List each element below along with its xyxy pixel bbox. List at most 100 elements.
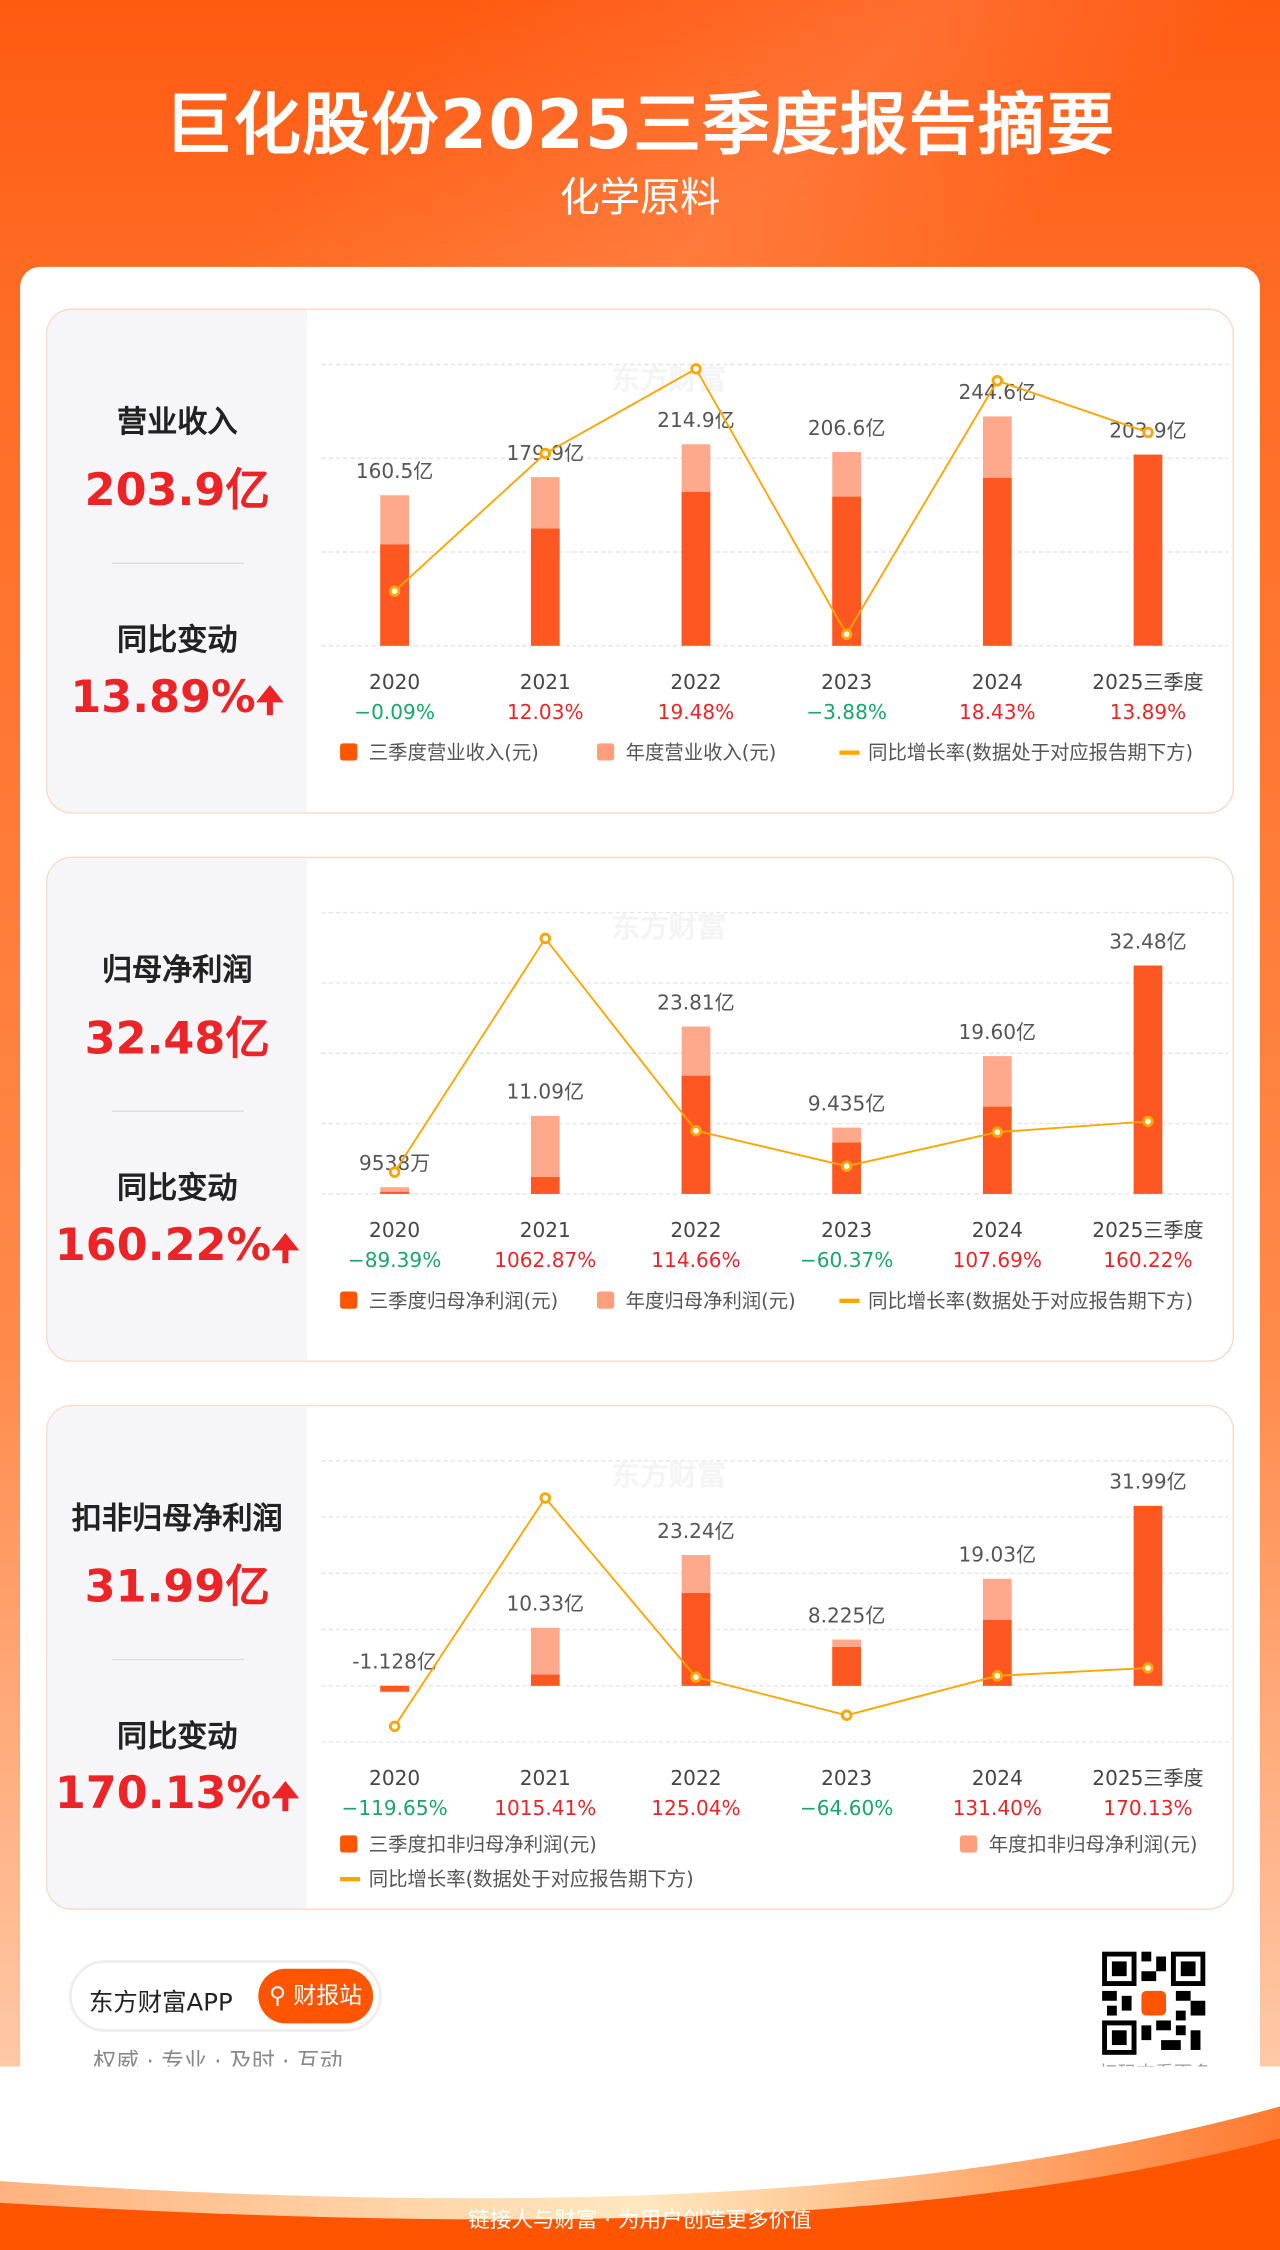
growth-label: 125.04% bbox=[651, 1796, 740, 1820]
divider bbox=[111, 562, 244, 564]
q3-bar bbox=[1133, 454, 1163, 646]
arrow-up-icon: 🠉 bbox=[255, 680, 285, 721]
growth-label: −119.65% bbox=[342, 1796, 448, 1820]
metric-label: 扣非归母净利润 bbox=[71, 1500, 283, 1536]
revenue-chart: 东方财富160.5亿2020−0.09%179.9亿202112.03%214.… bbox=[321, 362, 1229, 764]
q3-bar bbox=[681, 1593, 711, 1686]
growth-point bbox=[539, 1492, 552, 1504]
year-label: 2022 bbox=[670, 670, 721, 694]
change-value: 160.22%🠉 bbox=[47, 1220, 307, 1283]
growth-point bbox=[991, 374, 1004, 387]
summary-panel: 归母净利润 32.48亿 同比变动 160.22%🠉 bbox=[47, 858, 308, 1361]
growth-point bbox=[991, 1670, 1004, 1682]
growth-label: 1015.41% bbox=[494, 1796, 596, 1820]
value-label: 19.03亿 bbox=[959, 1543, 1037, 1567]
report-station-button[interactable]: ⚲ 财报站 bbox=[258, 1968, 374, 2024]
year-label: 2023 bbox=[821, 670, 872, 694]
growth-point bbox=[690, 1124, 702, 1137]
year-label: 2020 bbox=[369, 670, 420, 694]
legend-label: 三季度归母净利润(元) bbox=[369, 1289, 558, 1312]
net-profit-card: 归母净利润 32.48亿 同比变动 160.22%🠉 东方财富 9538万 2020… bbox=[45, 856, 1235, 1362]
growth-point bbox=[991, 1126, 1004, 1138]
metric-label: 营业收入 bbox=[116, 404, 238, 440]
legend-swatch-icon bbox=[340, 1835, 358, 1853]
value-label: 23.81亿 bbox=[657, 990, 735, 1014]
legend-label: 同比增长率(数据处于对应报告期下方) bbox=[369, 1868, 694, 1891]
page-title: 巨化股份2025三季度报告摘要 bbox=[164, 86, 1116, 166]
q3-bar bbox=[530, 1674, 560, 1686]
q3-bar bbox=[982, 477, 1012, 646]
growth-label: −3.88% bbox=[806, 700, 887, 724]
change-label: 同比变动 bbox=[116, 1719, 238, 1754]
growth-label: 13.89% bbox=[1110, 700, 1187, 724]
revenue-card: 营业收入 203.9亿 同比变动 13.89%🠉 东方财富 160.5亿 2020−… bbox=[45, 308, 1235, 814]
app-search-pill[interactable]: 东方财富APP ⚲ 财报站 bbox=[68, 1960, 382, 2032]
legend-label: 同比增长率(数据处于对应报告期下方) bbox=[868, 1289, 1193, 1312]
arrow-up-icon: 🠉 bbox=[271, 1776, 300, 1817]
footer-wave bbox=[0, 2066, 1280, 2250]
growth-point bbox=[1142, 1115, 1154, 1128]
growth-label: 170.13% bbox=[1103, 1796, 1192, 1820]
legend-swatch-icon bbox=[960, 1835, 978, 1853]
growth-label: −0.09% bbox=[354, 700, 435, 724]
deducted-profit-chart: 东方财富 -1.128亿 2020 −119.65% 10.33亿 2021 1015.41… bbox=[321, 1458, 1229, 1891]
arrow-up-icon: 🠉 bbox=[271, 1228, 300, 1269]
q3-bar bbox=[832, 1647, 861, 1686]
growth-point bbox=[690, 1671, 702, 1683]
legend-label: 年度扣非归母净利润(元) bbox=[989, 1833, 1198, 1856]
change-text: 160.22% bbox=[54, 1219, 272, 1272]
year-label: 2023 bbox=[821, 1218, 872, 1242]
q3-bar bbox=[681, 491, 711, 646]
value-label: 206.6亿 bbox=[808, 416, 886, 440]
year-label: 2024 bbox=[972, 670, 1023, 694]
year-label: 2021 bbox=[520, 670, 571, 694]
value-label: 244.6亿 bbox=[959, 380, 1037, 404]
q3-bar bbox=[530, 528, 560, 646]
year-label: 2021 bbox=[520, 1766, 571, 1790]
growth-label: 19.48% bbox=[658, 700, 735, 724]
q3-bar bbox=[982, 1106, 1012, 1194]
growth-point bbox=[690, 363, 702, 375]
deducted-profit-card: 扣非归母净利润 31.99亿 同比变动 170.13%🠉 东方财富 -1.128亿… bbox=[45, 1404, 1235, 1910]
summary-panel: 营业收入 203.9亿 同比变动 13.89%🠉 bbox=[47, 309, 308, 813]
q3-bar bbox=[1133, 1505, 1163, 1686]
growth-point bbox=[840, 628, 853, 641]
metric-label: 归母净利润 bbox=[101, 952, 253, 988]
value-label: 31.99亿 bbox=[1109, 1470, 1187, 1494]
app-name: 东方财富APP bbox=[88, 1988, 233, 2018]
growth-label: 114.66% bbox=[651, 1248, 740, 1272]
q3-bar bbox=[1133, 965, 1163, 1194]
change-text: 13.89% bbox=[70, 671, 256, 724]
growth-line bbox=[393, 936, 1149, 1173]
header-decoration bbox=[0, 0, 1280, 287]
growth-point bbox=[539, 447, 552, 460]
year-label: 2025三季度 bbox=[1092, 1218, 1203, 1242]
change-text: 170.13% bbox=[54, 1767, 272, 1820]
growth-point bbox=[388, 1166, 401, 1178]
change-value: 170.13%🠉 bbox=[47, 1768, 307, 1831]
qr-code-icon[interactable] bbox=[1102, 1951, 1206, 2055]
watermark-logo: 东方财富 bbox=[611, 1458, 726, 1492]
value-label: 32.48亿 bbox=[1109, 929, 1187, 953]
industry-subtitle: 化学原料 bbox=[559, 173, 721, 221]
year-label: 2022 bbox=[670, 1766, 721, 1790]
growth-point bbox=[388, 585, 401, 597]
value-label: 23.24亿 bbox=[657, 1519, 735, 1543]
annual-bar bbox=[380, 1187, 409, 1194]
year-label: 2024 bbox=[972, 1218, 1023, 1242]
growth-label: 1062.87% bbox=[494, 1248, 596, 1272]
year-label: 2023 bbox=[821, 1766, 872, 1790]
year-label: 2025三季度 bbox=[1092, 670, 1203, 694]
legend-label: 年度营业收入(元) bbox=[626, 741, 777, 764]
value-label: -1.128亿 bbox=[352, 1650, 437, 1674]
year-label: 2024 bbox=[972, 1766, 1023, 1790]
growth-label: 18.43% bbox=[959, 700, 1036, 724]
watermark-logo: 东方财富 bbox=[611, 910, 726, 944]
growth-point bbox=[388, 1720, 401, 1733]
growth-line bbox=[393, 1496, 1149, 1727]
legend-label: 三季度营业收入(元) bbox=[369, 741, 539, 764]
growth-label: −89.39% bbox=[348, 1248, 441, 1272]
change-value: 13.89%🠉 bbox=[47, 672, 307, 735]
q3-bar bbox=[380, 1191, 409, 1194]
